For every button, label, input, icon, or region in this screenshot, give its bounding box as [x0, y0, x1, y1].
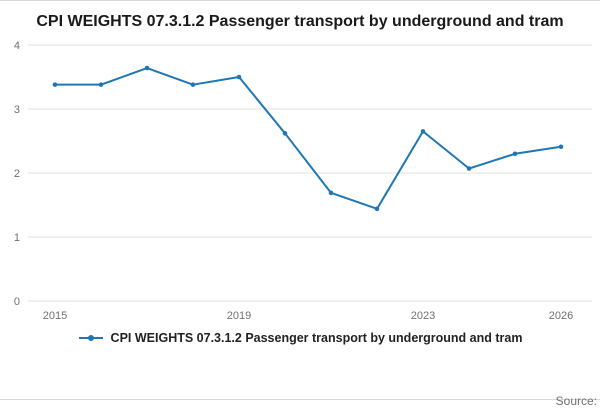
- legend[interactable]: CPI WEIGHTS 07.3.1.2 Passenger transport…: [0, 327, 600, 349]
- y-axis-tick-label: 2: [14, 168, 20, 180]
- x-axis-tick-label: 2023: [411, 310, 435, 322]
- x-axis-tick-label: 2015: [43, 310, 67, 322]
- legend-label: CPI WEIGHTS 07.3.1.2 Passenger transport…: [110, 330, 523, 345]
- data-point-marker[interactable]: [558, 144, 564, 149]
- data-point-marker[interactable]: [190, 81, 196, 87]
- data-point-marker[interactable]: [374, 206, 380, 211]
- legend-line-marker: [78, 334, 103, 341]
- y-axis-tick-label: 3: [14, 104, 20, 116]
- data-point-marker[interactable]: [420, 128, 426, 134]
- data-point-marker[interactable]: [512, 151, 518, 156]
- data-point-marker[interactable]: [98, 81, 104, 87]
- x-axis-tick-label: 2019: [227, 310, 251, 322]
- y-axis-tick-label: 1: [14, 232, 20, 244]
- line-plot-area: 0 1 2 3 4 2015 2019 2023 2026: [14, 40, 592, 322]
- source-label: Source:: [555, 394, 597, 408]
- data-point-marker[interactable]: [52, 81, 58, 87]
- x-axis-tick-label: 2026: [549, 310, 573, 322]
- data-point-marker[interactable]: [328, 190, 334, 195]
- cpi-weights-chart: CPI WEIGHTS 07.3.1.2 Passenger transport…: [0, 11, 600, 409]
- data-point-marker[interactable]: [236, 74, 242, 79]
- y-axis-tick-label: 4: [14, 40, 20, 52]
- y-axis-tick-label: 0: [14, 296, 20, 308]
- data-line[interactable]: [55, 66, 562, 210]
- data-point-marker[interactable]: [144, 65, 150, 70]
- data-point-marker[interactable]: [466, 165, 472, 171]
- chart-title: CPI WEIGHTS 07.3.1.2 Passenger transport…: [36, 13, 564, 30]
- data-point-marker[interactable]: [282, 130, 288, 136]
